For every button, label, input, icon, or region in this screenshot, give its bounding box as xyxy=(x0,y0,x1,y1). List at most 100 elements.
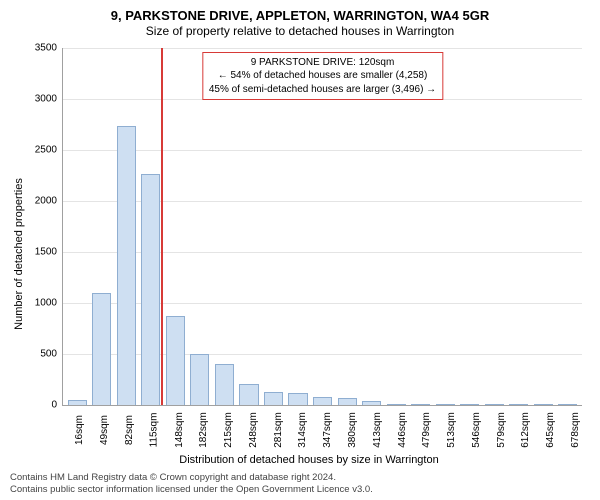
bar xyxy=(117,126,136,406)
bar-slot xyxy=(408,48,433,405)
bar xyxy=(92,293,111,405)
bar-slot xyxy=(359,48,384,405)
bar xyxy=(288,393,307,405)
x-tick-label: 546sqm xyxy=(471,412,482,448)
bar-slot xyxy=(114,48,139,405)
plot-column: 0 500 1000 1500 2000 2500 3000 3500 9 PARKSTONE… xyxy=(28,42,590,466)
bar xyxy=(509,404,528,405)
x-tick-slot: 347sqm xyxy=(310,406,335,452)
x-tick-slot: 82sqm xyxy=(112,406,137,452)
x-tick-label: 115sqm xyxy=(149,413,160,448)
x-tick-label: 314sqm xyxy=(297,412,308,448)
x-tick-label: 678sqm xyxy=(570,412,581,448)
bar-slot xyxy=(433,48,458,405)
plot-box: 0500100015002000250030003500 9 PARKSTONE… xyxy=(62,48,582,406)
bar xyxy=(313,397,332,405)
bar-slot xyxy=(65,48,90,405)
bar xyxy=(215,364,234,405)
bar xyxy=(387,404,406,405)
bar-slot xyxy=(335,48,360,405)
y-tick-label: 3500 xyxy=(25,42,57,53)
y-ticks: 0500100015002000250030003500 xyxy=(25,48,59,405)
x-tick-slot: 546sqm xyxy=(458,406,483,452)
x-tick-label: 16sqm xyxy=(74,415,85,445)
footer-line-1: Contains HM Land Registry data © Crown c… xyxy=(10,472,590,484)
x-tick-label: 479sqm xyxy=(421,412,432,448)
x-tick-label: 82sqm xyxy=(124,415,135,445)
bar-slot xyxy=(556,48,581,405)
x-tick-label: 347sqm xyxy=(322,412,333,448)
x-tick-slot: 479sqm xyxy=(409,406,434,452)
x-tick-slot: 148sqm xyxy=(161,406,186,452)
bar-slot xyxy=(482,48,507,405)
bar xyxy=(264,392,283,405)
y-tick-label: 1500 xyxy=(25,247,57,258)
bar-slot xyxy=(212,48,237,405)
footer: Contains HM Land Registry data © Crown c… xyxy=(10,472,590,496)
bars-container xyxy=(63,48,582,405)
bar xyxy=(190,354,209,405)
bar xyxy=(485,404,504,405)
x-axis-label: Distribution of detached houses by size … xyxy=(28,454,590,466)
bar xyxy=(436,404,455,405)
bar-slot xyxy=(261,48,286,405)
chart-subtitle: Size of property relative to detached ho… xyxy=(10,24,590,38)
bar-slot xyxy=(237,48,262,405)
bar xyxy=(460,404,479,405)
y-axis-label: Number of detached properties xyxy=(13,178,25,330)
bar-slot xyxy=(507,48,532,405)
x-tick-slot: 16sqm xyxy=(62,406,87,452)
x-tick-slot: 248sqm xyxy=(235,406,260,452)
x-tick-slot: 678sqm xyxy=(557,406,582,452)
bar xyxy=(166,316,185,405)
x-tick-label: 148sqm xyxy=(173,412,184,448)
x-tick-slot: 612sqm xyxy=(508,406,533,452)
bar-slot xyxy=(139,48,164,405)
x-tick-label: 612sqm xyxy=(520,412,531,448)
bar-slot xyxy=(188,48,213,405)
x-tick-slot: 215sqm xyxy=(211,406,236,452)
x-tick-label: 215sqm xyxy=(223,412,234,448)
x-ticks: 16sqm49sqm82sqm115sqm148sqm182sqm215sqm2… xyxy=(62,406,582,452)
annotation-line-2: ← 54% of detached houses are smaller (4,… xyxy=(209,69,436,83)
chart-container: 9, PARKSTONE DRIVE, APPLETON, WARRINGTON… xyxy=(0,0,600,500)
annotation-box: 9 PARKSTONE DRIVE: 120sqm ← 54% of detac… xyxy=(202,52,443,101)
bar-slot xyxy=(458,48,483,405)
x-tick-label: 513sqm xyxy=(446,412,457,448)
bar xyxy=(239,384,258,405)
y-tick-label: 1000 xyxy=(25,298,57,309)
x-tick-label: 579sqm xyxy=(495,412,506,448)
x-tick-label: 413sqm xyxy=(372,412,383,448)
chart-title-address: 9, PARKSTONE DRIVE, APPLETON, WARRINGTON… xyxy=(10,8,590,24)
x-tick-slot: 115sqm xyxy=(136,406,161,452)
x-tick-label: 446sqm xyxy=(396,412,407,448)
y-tick-label: 3000 xyxy=(25,94,57,105)
bar xyxy=(411,404,430,405)
y-tick-label: 2000 xyxy=(25,196,57,207)
bar xyxy=(141,174,160,406)
y-tick-label: 500 xyxy=(25,349,57,360)
bar-slot xyxy=(531,48,556,405)
x-tick-slot: 314sqm xyxy=(285,406,310,452)
x-tick-slot: 380sqm xyxy=(334,406,359,452)
bar-slot xyxy=(163,48,188,405)
bar-slot xyxy=(90,48,115,405)
x-tick-slot: 513sqm xyxy=(433,406,458,452)
annotation-line-3: 45% of semi-detached houses are larger (… xyxy=(209,83,436,97)
x-tick-label: 281sqm xyxy=(273,412,284,448)
bar xyxy=(338,398,357,405)
x-tick-label: 380sqm xyxy=(347,412,358,448)
y-tick-label: 2500 xyxy=(25,145,57,156)
x-tick-slot: 645sqm xyxy=(533,406,558,452)
bar-slot xyxy=(286,48,311,405)
bar xyxy=(68,400,87,405)
chart-area: Number of detached properties 0 500 1000 15… xyxy=(10,42,590,466)
x-tick-slot: 49sqm xyxy=(87,406,112,452)
bar xyxy=(534,404,553,405)
bar xyxy=(362,401,381,406)
x-tick-label: 182sqm xyxy=(198,412,209,448)
y-tick-label: 0 xyxy=(25,400,57,411)
x-tick-label: 645sqm xyxy=(545,412,556,448)
x-tick-label: 49sqm xyxy=(99,415,110,445)
x-tick-slot: 182sqm xyxy=(186,406,211,452)
